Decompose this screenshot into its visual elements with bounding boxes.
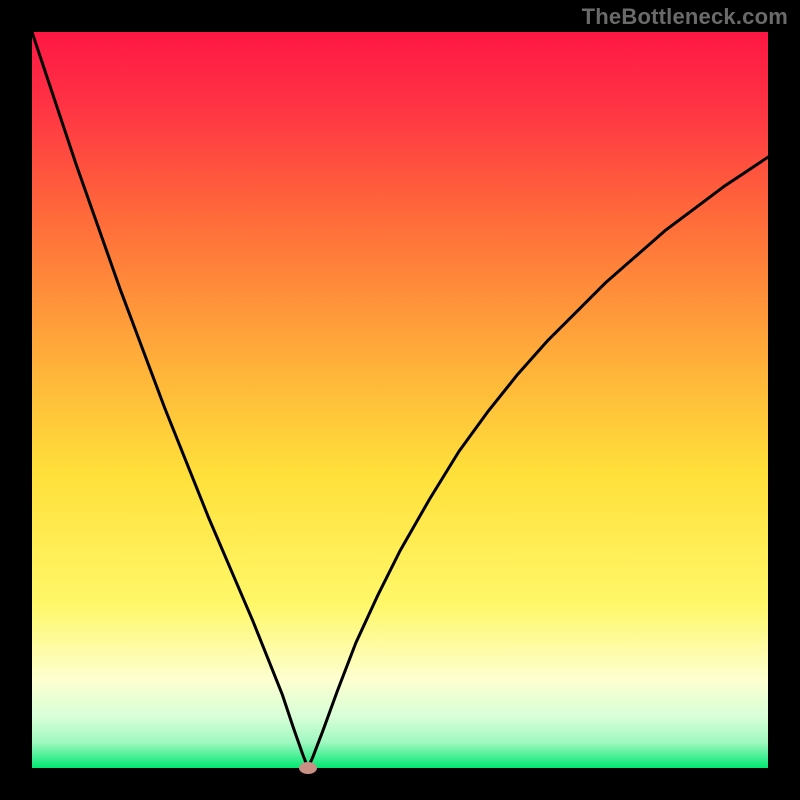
minimum-marker xyxy=(299,762,317,774)
chart-container: TheBottleneck.com xyxy=(0,0,800,800)
bottleneck-chart xyxy=(0,0,800,800)
plot-gradient-background xyxy=(32,32,768,768)
watermark-text: TheBottleneck.com xyxy=(582,4,788,30)
